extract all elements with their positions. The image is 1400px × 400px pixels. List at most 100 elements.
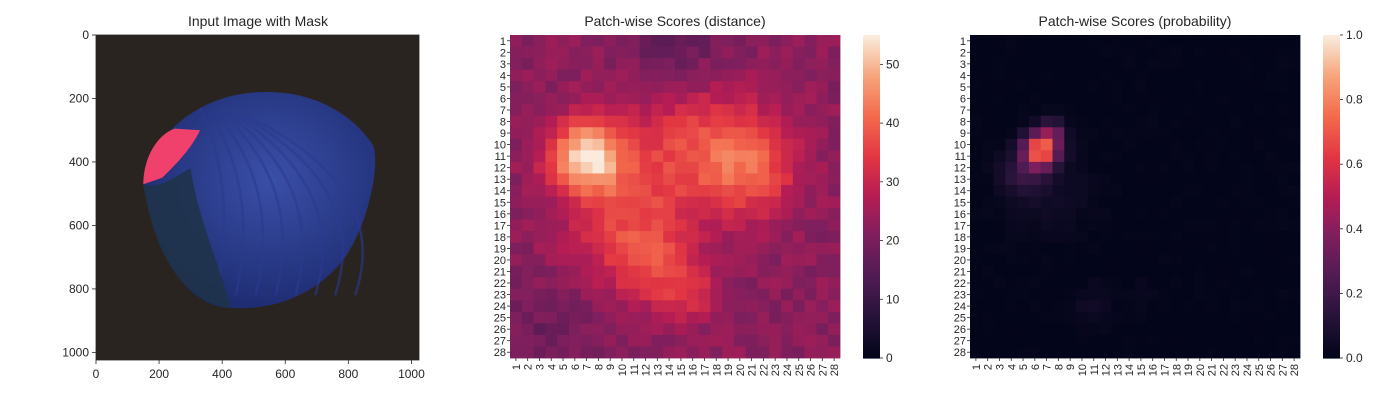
colorbar-segment <box>863 110 880 114</box>
heatmap-cell <box>1087 127 1101 140</box>
x-tick-label: 9 <box>605 364 617 370</box>
heatmap-cell <box>970 265 983 278</box>
colorbar-segment <box>863 139 880 144</box>
heatmap-cell <box>1017 208 1030 220</box>
heatmap-cell <box>1028 115 1042 128</box>
heatmap-cell <box>757 208 770 220</box>
x-tick-label: 14 <box>664 364 676 376</box>
heatmap-cell <box>651 173 664 186</box>
colorbar-segment <box>1323 137 1340 141</box>
heatmap-cell <box>1064 265 1077 278</box>
heatmap-cell <box>745 277 758 290</box>
heatmap-cell <box>1040 35 1053 47</box>
heatmap-cell <box>1111 115 1124 128</box>
heatmap-cell <box>651 265 664 278</box>
heatmap-cell <box>710 173 723 186</box>
y-tick-label: 400 <box>69 155 89 169</box>
heatmap-cell <box>1241 334 1254 347</box>
heatmap-cell <box>1028 46 1042 59</box>
heatmap-cell <box>1087 231 1101 244</box>
heatmap-cell <box>1028 219 1042 232</box>
heatmap-cell <box>533 58 546 71</box>
heatmap-cell <box>1193 115 1207 128</box>
colorbar-segment <box>1323 148 1340 152</box>
heatmap-cell <box>769 288 782 301</box>
y-tick-label: 12 <box>954 163 966 175</box>
heatmap-cell <box>698 288 711 301</box>
heatmap-cell <box>781 208 794 220</box>
heatmap-cell <box>627 46 641 59</box>
colorbar-segment <box>1323 183 1340 187</box>
heatmap-cell <box>1135 35 1148 47</box>
heatmap-cell <box>1087 311 1101 324</box>
heatmap-cell <box>510 219 523 232</box>
heatmap-cell <box>545 219 558 232</box>
heatmap-cell <box>1276 104 1289 117</box>
heatmap-cell <box>1288 208 1301 220</box>
colorbar-segment <box>1323 352 1340 356</box>
heatmap-cell <box>1064 254 1077 267</box>
heatmap-cell <box>1052 92 1065 105</box>
heatmap-cell <box>757 81 770 94</box>
heatmap-cell <box>1028 334 1042 347</box>
heatmap-cell <box>722 265 735 278</box>
heatmap-cell <box>1182 219 1195 232</box>
heatmap-cell <box>745 161 758 174</box>
heatmap-cell <box>568 81 582 94</box>
heatmap-cell <box>710 208 723 220</box>
colorbar-segment <box>863 94 880 98</box>
heatmap-cell <box>781 35 794 47</box>
heatmap-cell <box>557 115 570 128</box>
colorbar-segment <box>1323 209 1340 214</box>
heatmap-cell <box>698 115 711 128</box>
heatmap-cell <box>521 208 534 220</box>
heatmap-cell <box>733 150 747 163</box>
colorbar-segment <box>1323 43 1340 47</box>
heatmap-cell <box>580 58 593 71</box>
heatmap-cell <box>545 323 558 336</box>
y-tick-label: 20 <box>494 255 506 267</box>
heatmap-cell <box>686 231 699 244</box>
heatmap-cell <box>1087 150 1101 163</box>
heatmap-cell <box>1158 69 1171 82</box>
heatmap-cell <box>1264 127 1277 140</box>
colorbar-segment <box>863 180 880 184</box>
colorbar-segment <box>863 266 880 270</box>
heatmap-cell <box>1229 35 1242 47</box>
heatmap-cell <box>1135 300 1148 313</box>
heatmap-cell <box>592 46 605 59</box>
colorbar-segment <box>863 323 880 327</box>
heatmap-cell <box>1205 184 1218 197</box>
colorbar-segment <box>1323 64 1340 68</box>
heatmap-cell <box>993 161 1006 174</box>
heatmap-cell <box>757 173 770 186</box>
x-tick-label: 3 <box>994 364 1006 370</box>
heatmap-cell <box>1017 173 1030 186</box>
heatmap-cell <box>1087 92 1101 105</box>
heatmap-cell <box>1017 127 1030 140</box>
heatmap-cell <box>580 81 593 94</box>
heatmap-cell <box>1017 92 1030 105</box>
heatmap-cell <box>1276 46 1289 59</box>
heatmap-cell <box>675 346 688 359</box>
x-tick-label: 6 <box>1030 364 1042 370</box>
heatmap-cell <box>828 46 841 59</box>
heatmap-cell <box>1005 242 1018 255</box>
x-tick-label: 18 <box>711 364 723 376</box>
mask-region <box>143 128 201 185</box>
heatmap-cell <box>698 277 711 290</box>
heatmap-cell <box>769 311 782 324</box>
heatmap-cell <box>1087 46 1101 59</box>
heatmap-cell <box>1229 184 1242 197</box>
heatmap-cell <box>663 323 676 336</box>
heatmap-cell <box>828 81 841 94</box>
heatmap-cell <box>627 184 641 197</box>
colorbar-segment <box>1323 234 1340 238</box>
heatmap-cell <box>686 254 699 267</box>
x-tick-label: 3 <box>534 364 546 370</box>
colorbar-segment <box>863 234 880 238</box>
x-tick-label: 14 <box>1124 364 1136 376</box>
heatmap-cell <box>639 127 652 140</box>
heatmap-cell <box>1005 150 1018 163</box>
